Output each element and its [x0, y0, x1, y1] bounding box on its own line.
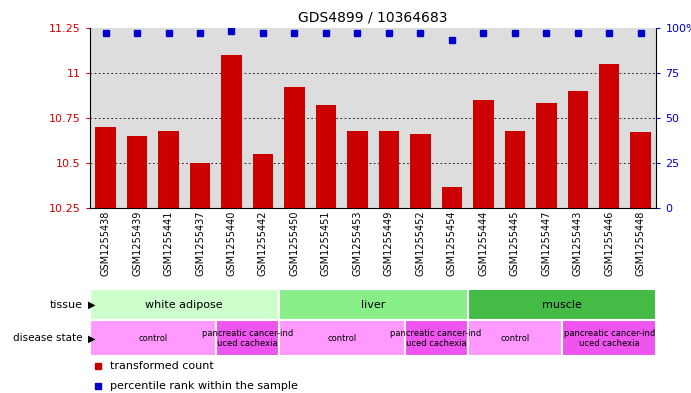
Bar — [473, 100, 493, 208]
Bar — [599, 64, 619, 208]
Bar — [536, 103, 556, 208]
Text: pancreatic cancer-ind
uced cachexia: pancreatic cancer-ind uced cachexia — [390, 329, 482, 348]
Bar — [190, 163, 210, 208]
Text: GSM1255437: GSM1255437 — [195, 211, 205, 276]
Text: ▶: ▶ — [88, 299, 95, 310]
Text: transformed count: transformed count — [110, 362, 214, 371]
Text: GSM1255444: GSM1255444 — [478, 211, 489, 276]
Bar — [442, 187, 462, 208]
Text: tissue: tissue — [50, 299, 83, 310]
Text: pancreatic cancer-ind
uced cachexia: pancreatic cancer-ind uced cachexia — [564, 329, 655, 348]
Bar — [562, 320, 656, 356]
Bar — [347, 130, 368, 208]
Bar — [278, 289, 468, 320]
Text: GSM1255439: GSM1255439 — [132, 211, 142, 276]
Title: GDS4899 / 10364683: GDS4899 / 10364683 — [299, 11, 448, 25]
Text: control: control — [138, 334, 167, 343]
Bar — [278, 320, 405, 356]
Text: ▶: ▶ — [88, 333, 95, 343]
Text: GSM1255442: GSM1255442 — [258, 211, 268, 276]
Bar — [405, 320, 468, 356]
Bar — [316, 105, 336, 208]
Bar — [90, 320, 216, 356]
Text: liver: liver — [361, 299, 386, 310]
Text: pancreatic cancer-ind
uced cachexia: pancreatic cancer-ind uced cachexia — [202, 329, 293, 348]
Text: GSM1255448: GSM1255448 — [636, 211, 645, 276]
Text: GSM1255447: GSM1255447 — [541, 211, 551, 276]
Text: GSM1255450: GSM1255450 — [290, 211, 299, 276]
Bar — [216, 320, 278, 356]
Text: GSM1255443: GSM1255443 — [573, 211, 583, 276]
Text: disease state: disease state — [13, 333, 83, 343]
Text: GSM1255440: GSM1255440 — [227, 211, 236, 276]
Text: GSM1255452: GSM1255452 — [415, 211, 426, 276]
Text: control: control — [327, 334, 357, 343]
Bar — [410, 134, 430, 208]
Bar — [630, 132, 651, 208]
Text: GSM1255446: GSM1255446 — [604, 211, 614, 276]
Bar — [379, 130, 399, 208]
Text: muscle: muscle — [542, 299, 582, 310]
Bar — [468, 320, 562, 356]
Bar — [284, 87, 305, 208]
Text: GSM1255438: GSM1255438 — [101, 211, 111, 276]
Bar — [468, 289, 656, 320]
Text: GSM1255453: GSM1255453 — [352, 211, 362, 276]
Bar — [567, 91, 588, 208]
Bar — [221, 55, 242, 208]
Text: percentile rank within the sample: percentile rank within the sample — [110, 381, 298, 391]
Bar — [127, 136, 147, 208]
Text: GSM1255449: GSM1255449 — [384, 211, 394, 276]
Bar — [90, 289, 278, 320]
Bar — [504, 130, 525, 208]
Text: GSM1255445: GSM1255445 — [510, 211, 520, 276]
Text: white adipose: white adipose — [145, 299, 223, 310]
Bar — [253, 154, 273, 208]
Bar — [95, 127, 116, 208]
Text: GSM1255441: GSM1255441 — [164, 211, 173, 276]
Text: GSM1255454: GSM1255454 — [447, 211, 457, 276]
Text: GSM1255451: GSM1255451 — [321, 211, 331, 276]
Bar — [158, 130, 179, 208]
Text: control: control — [500, 334, 529, 343]
